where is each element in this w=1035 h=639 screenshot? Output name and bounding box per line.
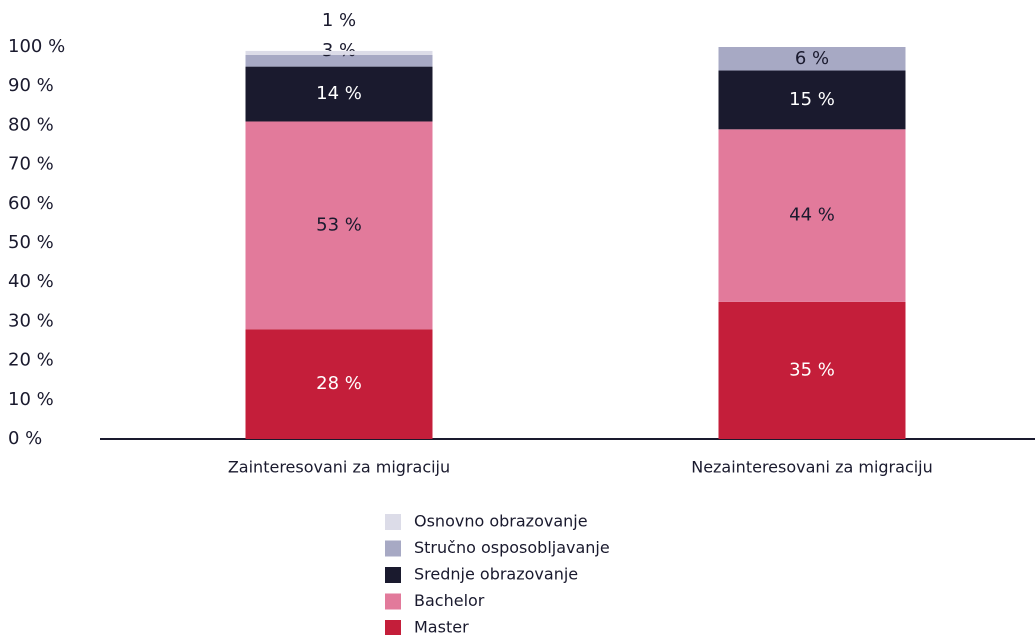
bar-segment — [245, 50, 433, 55]
legend-swatch — [385, 567, 401, 583]
data-label: 3 % — [322, 40, 356, 61]
legend-swatch — [385, 593, 401, 610]
y-tick-label: 60 % — [8, 193, 54, 214]
bar-segment — [245, 329, 433, 439]
y-tick-label: 90 % — [8, 75, 54, 96]
legend-label: Srednje obrazovanje — [414, 565, 578, 584]
bar-segment — [718, 70, 906, 130]
y-tick-label: 20 % — [8, 350, 54, 371]
y-tick-label: 30 % — [8, 310, 54, 331]
bar-segment — [245, 121, 433, 330]
data-label: 53 % — [316, 214, 362, 235]
legend-swatch — [385, 514, 401, 530]
bar-segment — [718, 129, 906, 302]
data-label: 15 % — [789, 89, 835, 110]
y-tick-label: 10 % — [8, 389, 54, 410]
y-tick-label: 50 % — [8, 232, 54, 253]
bar-segment — [245, 54, 433, 67]
data-label: 1 % — [322, 10, 356, 31]
y-tick-label: 0 % — [8, 428, 42, 449]
data-label: 6 % — [795, 48, 829, 69]
data-label: 14 % — [316, 83, 362, 104]
x-tick-label: Zainteresovani za migraciju — [228, 458, 450, 477]
legend-label: Osnovno obrazovanje — [414, 512, 588, 531]
bar-segment — [718, 47, 906, 71]
legend-label: Stručno osposobljavanje — [414, 538, 610, 557]
data-label: 35 % — [789, 359, 835, 380]
bar-segment — [245, 66, 433, 122]
data-label: 44 % — [789, 205, 835, 226]
y-tick-label: 70 % — [8, 154, 54, 175]
bar-segment — [718, 301, 906, 439]
legend-swatch — [385, 620, 401, 636]
legend-label: Master — [414, 618, 469, 636]
legend-swatch — [385, 540, 401, 557]
y-tick-label: 80 % — [8, 114, 54, 135]
x-tick-label: Nezainteresovani za migraciju — [691, 458, 933, 477]
data-label: 28 % — [316, 373, 362, 394]
y-tick-label: 100 % — [8, 36, 65, 57]
legend-label: Bachelor — [414, 591, 485, 610]
y-tick-label: 40 % — [8, 271, 54, 292]
